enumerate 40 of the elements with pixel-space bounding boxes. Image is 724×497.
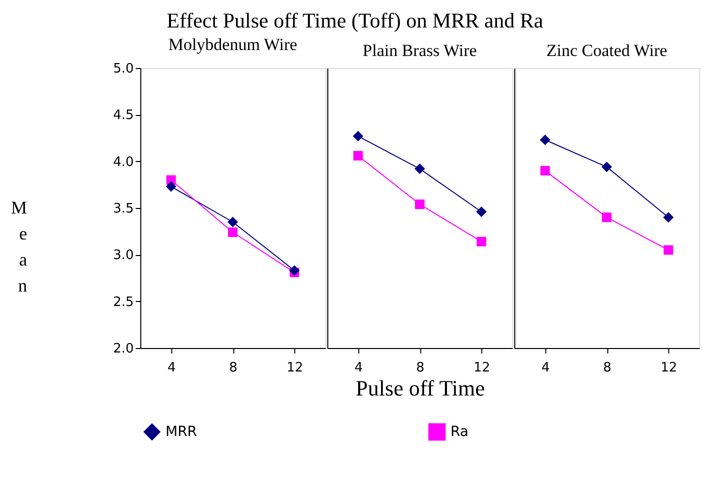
chart-title: Effect Pulse off Time (Toff) on MRR and Ra [166,8,544,32]
point [602,212,612,222]
y-tick-label: 5.0 [113,62,134,76]
y-tick-label: 2.5 [113,294,134,310]
point [540,166,550,176]
y-tick-label: 3.5 [113,202,134,216]
x-tick-label: 8 [416,360,424,376]
chart-title: Plain Brass Wire [362,41,477,60]
point [602,162,612,172]
y-axis-title: Mean [11,198,28,296]
point [540,134,550,146]
point [664,245,674,255]
y-tick-label: 4.0 [113,154,134,170]
point [352,130,364,142]
x-tick-label: 8 [229,360,238,376]
x-tick-label: 4 [541,360,550,376]
x-tick-label: 4 [167,360,176,376]
point [663,212,674,223]
point [228,228,238,238]
x-tick-label: 12 [286,360,304,376]
legend-label: MRR [166,424,198,440]
y-tick-label: 3.0 [113,248,134,264]
point [228,216,238,228]
x-tick-label: 12 [660,360,678,376]
x-tick-label: 12 [474,360,490,376]
point [415,200,424,210]
chart-title: Zinc Coated Wire [546,41,668,60]
x-axis-title: Pulse off Time [356,376,485,400]
y-tick-label: 2.0 [113,342,134,356]
x-tick-label: 4 [354,360,363,376]
chart-subtitle: Molybdenum Wire [168,35,298,54]
legend-label: Ra [450,424,468,440]
point [476,236,486,246]
point [476,206,487,217]
point [289,265,300,276]
x-tick-label: 8 [603,360,612,376]
point [166,181,176,192]
point [414,164,425,174]
point [353,150,363,160]
y-tick-label: 4.5 [113,108,134,124]
